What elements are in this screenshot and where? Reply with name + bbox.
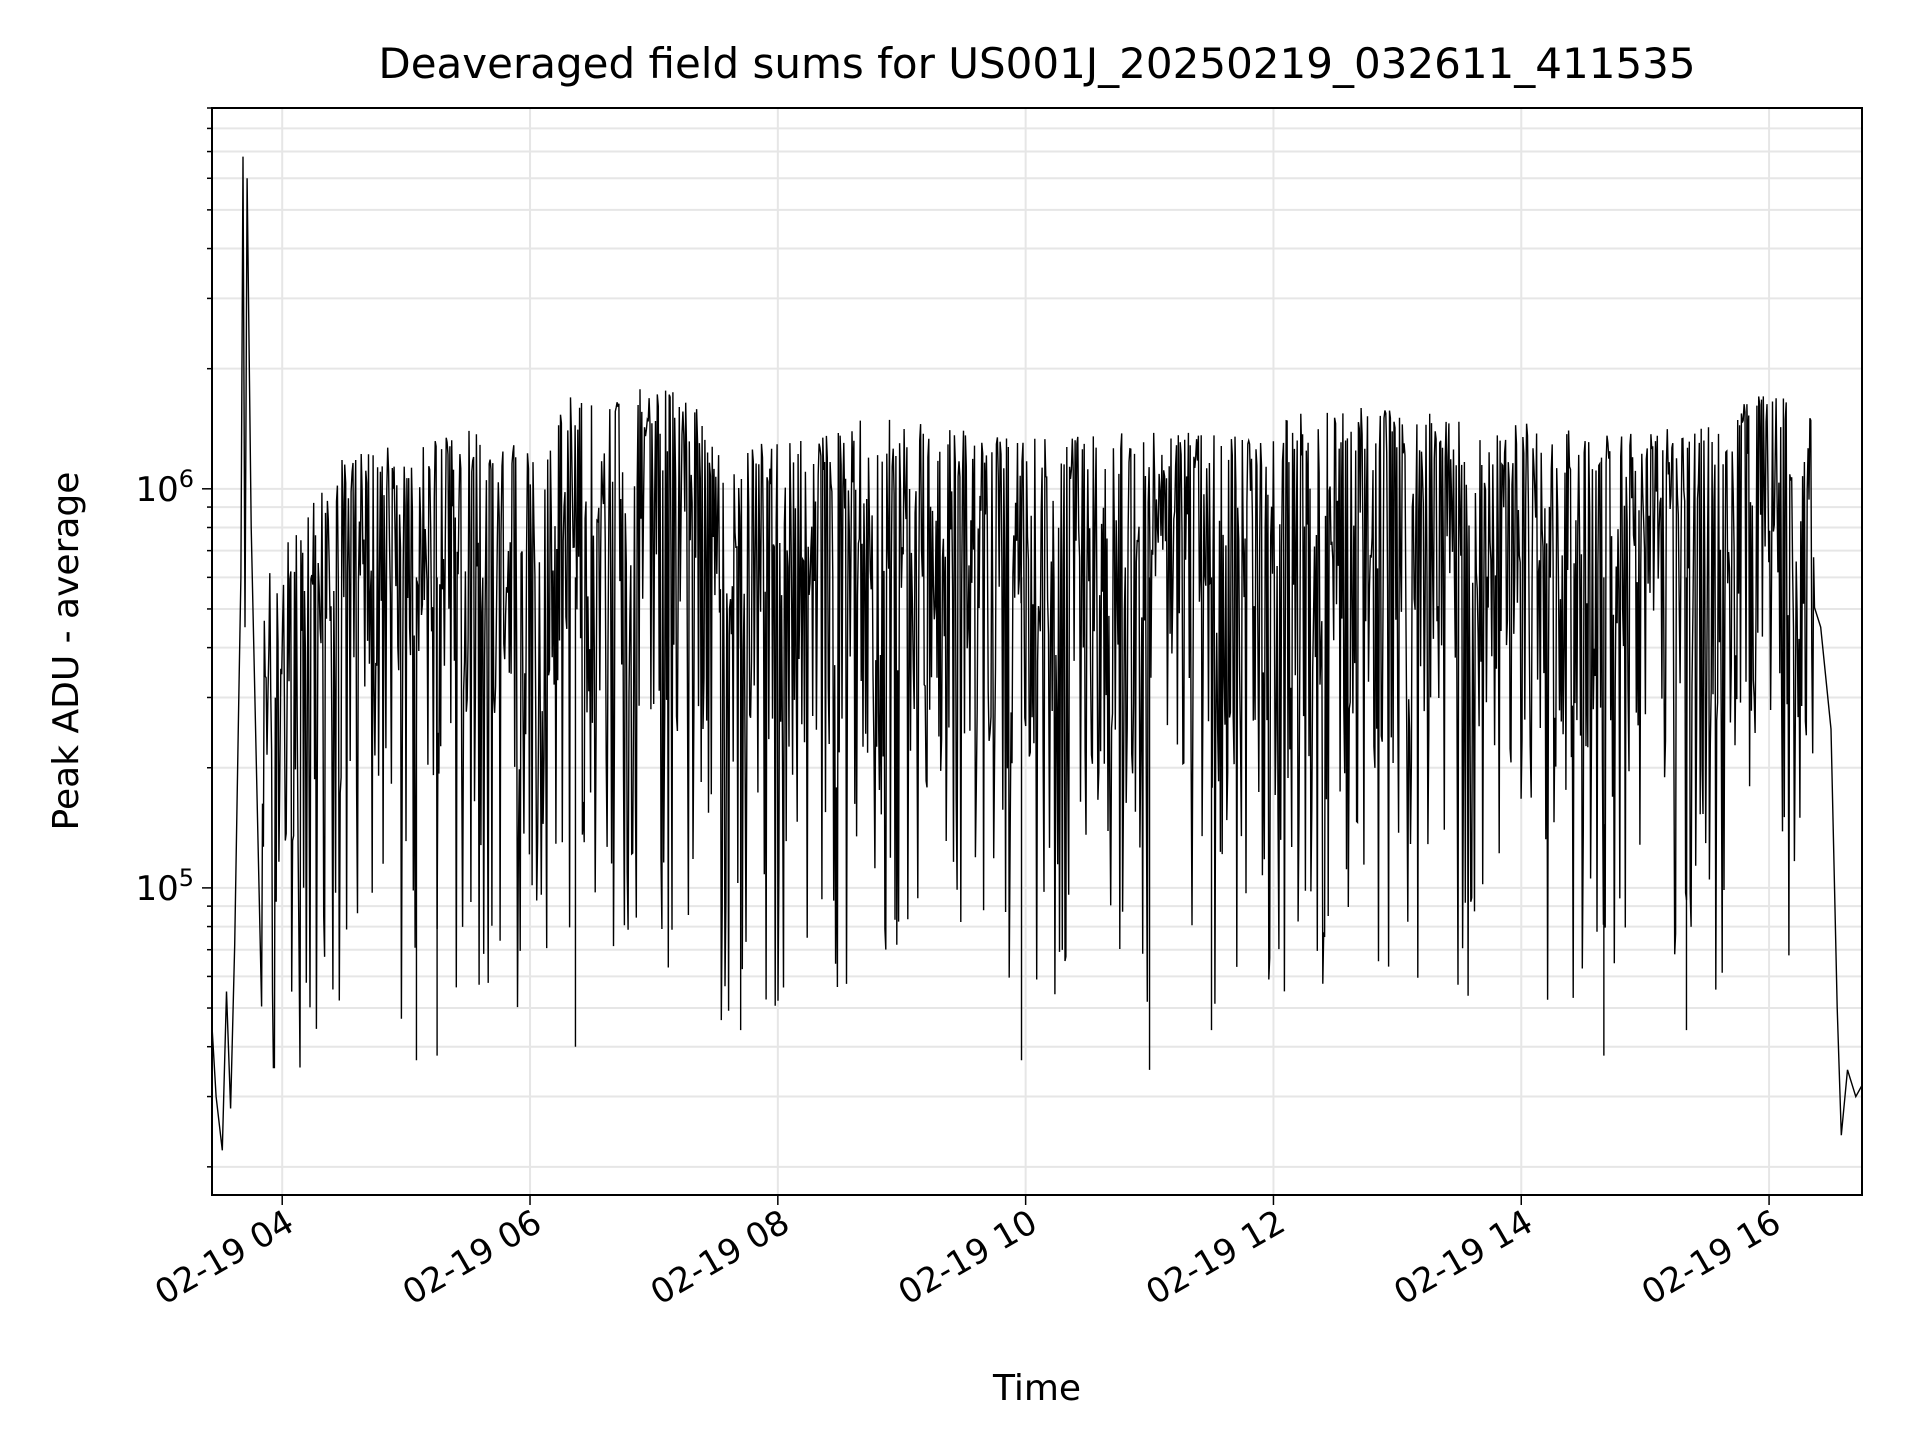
y-tick-label: 105 [135,864,194,909]
y-axis-label: Peak ADU - average [46,472,87,831]
series-line [211,156,1863,1151]
y-axis: 105 106 [135,107,212,1168]
plot-area-frame [211,107,1863,1196]
series-line-layer [211,156,1863,1151]
y-tick-label: 106 [135,465,194,510]
x-axis-label: Time [992,1368,1081,1409]
chart-title: Deaveraged field sums for US001J_2025021… [378,39,1695,88]
